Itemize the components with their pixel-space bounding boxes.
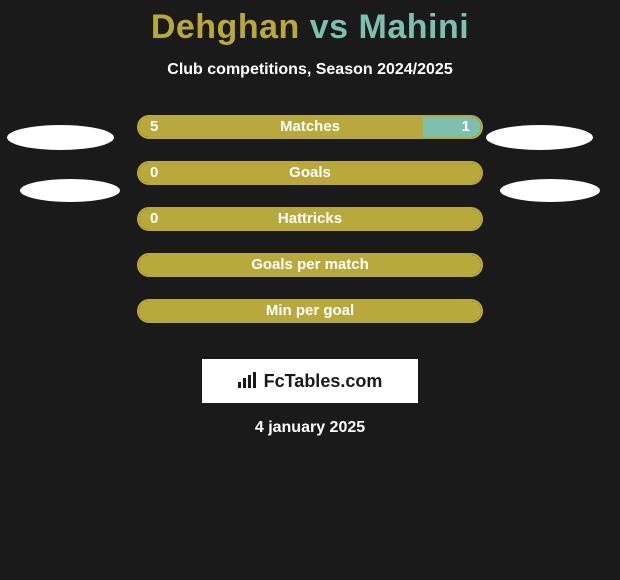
stat-row: Goals per match [0, 253, 620, 299]
bar-left [139, 163, 481, 183]
bar-right [423, 117, 481, 137]
bar-track [137, 161, 483, 185]
stat-row: Min per goal [0, 299, 620, 345]
bar-track [137, 207, 483, 231]
snapshot-date: 4 january 2025 [0, 419, 620, 437]
bar-track [137, 115, 483, 139]
decorative-oval [7, 125, 114, 150]
subtitle: Club competitions, Season 2024/2025 [0, 61, 620, 79]
bar-left [139, 301, 481, 321]
decorative-oval [500, 179, 600, 202]
decorative-oval [486, 125, 593, 150]
stat-value-right: 1 [462, 115, 470, 139]
logo-text: FcTables.com [264, 371, 383, 392]
comparison-title: Dehghan vs Mahini [0, 0, 620, 47]
vs-text: vs [310, 8, 349, 46]
stat-value-left: 0 [150, 161, 158, 185]
player1-name: Dehghan [151, 8, 300, 46]
bar-track [137, 299, 483, 323]
watermark-logo: FcTables.com [202, 359, 418, 403]
bar-chart-icon [238, 372, 258, 391]
bar-track [137, 253, 483, 277]
bar-left [139, 209, 481, 229]
stat-row: Hattricks0 [0, 207, 620, 253]
bar-left [139, 117, 423, 137]
bar-left [139, 255, 481, 275]
stat-value-left: 5 [150, 115, 158, 139]
stat-value-left: 0 [150, 207, 158, 231]
decorative-oval [20, 179, 120, 202]
player2-name: Mahini [359, 8, 470, 46]
